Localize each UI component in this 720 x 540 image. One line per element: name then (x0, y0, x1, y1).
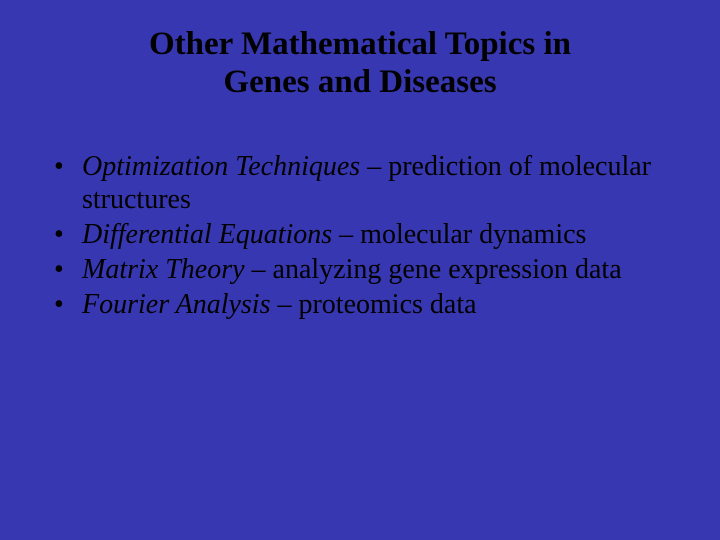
bullet-rest: – analyzing gene expression data (245, 254, 622, 285)
slide-title: Other Mathematical Topics in Genes and D… (40, 26, 680, 102)
bullet-rest: – proteomics data (270, 289, 476, 320)
bullet-topic: Matrix Theory (82, 254, 245, 285)
bullet-topic: Differential Equations (82, 219, 332, 250)
title-line-1: Other Mathematical Topics in (149, 26, 571, 62)
list-item: Matrix Theory – analyzing gene expressio… (54, 253, 680, 286)
bullet-list: Optimization Techniques – prediction of … (40, 150, 680, 321)
list-item: Differential Equations – molecular dynam… (54, 218, 680, 251)
title-line-2: Genes and Diseases (223, 64, 496, 100)
bullet-topic: Fourier Analysis (82, 289, 270, 320)
bullet-rest: – molecular dynamics (332, 219, 586, 250)
list-item: Optimization Techniques – prediction of … (54, 150, 680, 216)
list-item: Fourier Analysis – proteomics data (54, 288, 680, 321)
bullet-topic: Optimization Techniques (82, 151, 360, 182)
